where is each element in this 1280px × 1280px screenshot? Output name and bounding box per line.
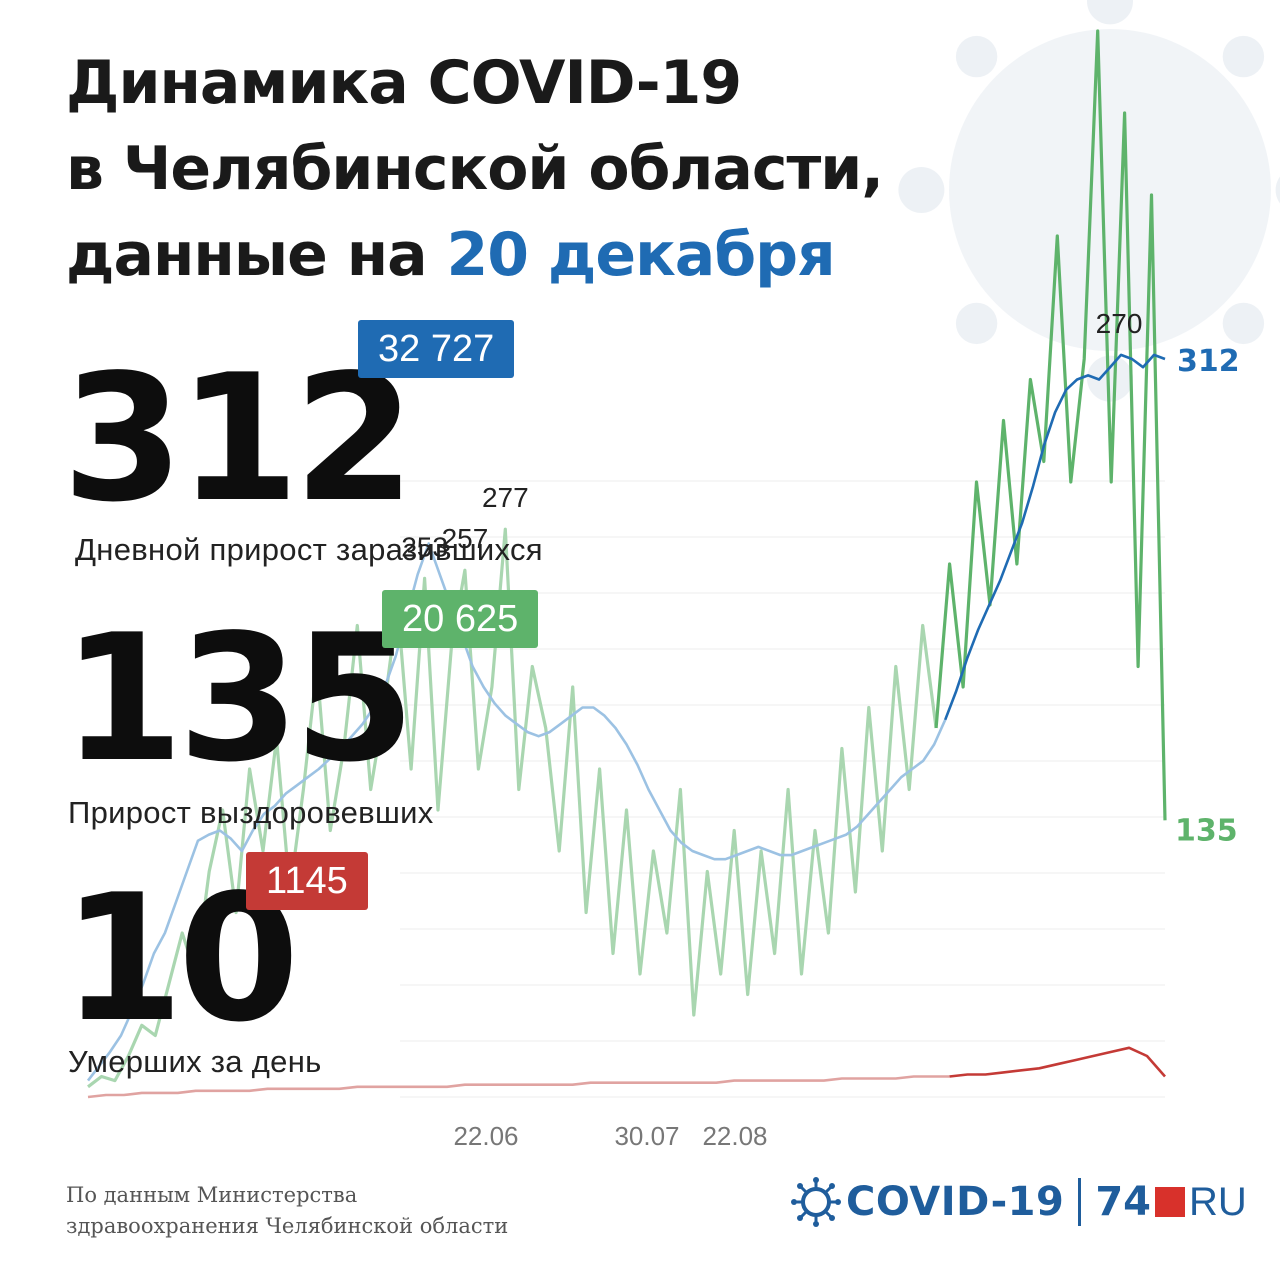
- source-footnote: По данным Министерства здравоохранения Ч…: [66, 1180, 508, 1242]
- title-line-2: в Челябинской области,: [66, 134, 884, 204]
- infected-line-early: [86, 542, 947, 1082]
- recovered-caption: Прирост выздоровевших: [68, 795, 434, 830]
- recovered-total-badge: 20 625: [382, 590, 539, 648]
- title-line-1: Динамика COVID-19: [66, 48, 742, 118]
- brand-logo[interactable]: COVID-19 74 RU: [790, 1170, 1247, 1234]
- recovered-end-label: 135: [1175, 813, 1238, 848]
- background-virus-illustration: [898, 0, 1280, 402]
- logo-74-text: 74: [1095, 1179, 1152, 1225]
- infected-caption: Дневной прирост заразившихся: [75, 532, 543, 567]
- infected-line-recent: [943, 353, 1166, 721]
- recovered-peak-label-3: 277: [482, 482, 529, 513]
- title-line-3: данные на 20 декабря: [66, 212, 883, 298]
- footnote-line-2: здравоохранения Челябинской области: [66, 1214, 509, 1238]
- title-date: 20 декабря: [446, 220, 836, 290]
- deaths-caption: Умерших за день: [68, 1044, 322, 1079]
- logo-separator: [1078, 1178, 1082, 1226]
- title-date-prefix: данные на: [66, 220, 447, 290]
- infected-peak-label: 270: [1096, 308, 1143, 339]
- deaths-line-recent: [949, 1046, 1166, 1078]
- x-tick-label-2: 30.07: [614, 1121, 679, 1151]
- logo-ru-text: RU: [1189, 1179, 1247, 1224]
- deaths-total-badge: 1145: [246, 852, 368, 910]
- logo-covid-text: COVID-19: [846, 1179, 1065, 1225]
- deaths-line-early: [87, 1075, 950, 1099]
- recovered-line-recent: [934, 29, 1167, 821]
- recovered-line-early: [87, 527, 938, 1089]
- x-tick-label-3: 22.08: [702, 1121, 767, 1151]
- recovered-daily-number: 135: [62, 598, 415, 801]
- recovered-peak-label-1: 253: [401, 531, 448, 562]
- infected-total-badge: 32 727: [358, 320, 515, 378]
- infected-end-label: 312: [1177, 344, 1240, 379]
- recovered-peak-label-2: 257: [442, 523, 489, 554]
- x-tick-label-1: 22.06: [453, 1121, 518, 1151]
- page-title: Динамика COVID-19 в Челябинской области,…: [66, 40, 884, 298]
- infected-daily-number: 312: [62, 338, 415, 541]
- logo-red-square: [1155, 1187, 1186, 1217]
- virus-icon: [791, 1177, 841, 1227]
- footnote-line-1: По данным Министерства: [66, 1183, 358, 1207]
